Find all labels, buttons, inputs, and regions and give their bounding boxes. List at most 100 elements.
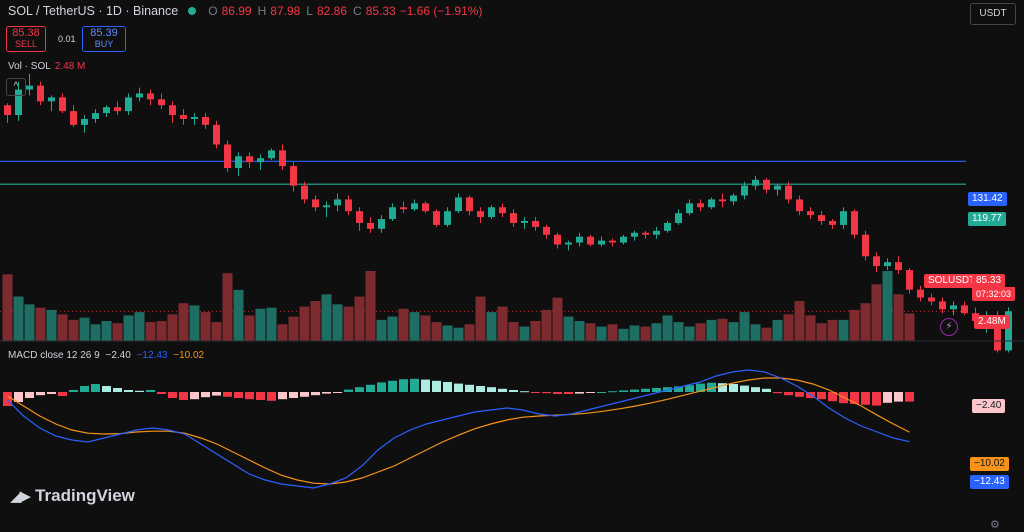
volume-bar (794, 301, 805, 341)
volume-bar (750, 324, 761, 341)
candle (180, 109, 187, 125)
candle-body (961, 305, 968, 314)
candle (422, 201, 429, 214)
candle-body (598, 240, 605, 245)
candle (4, 103, 11, 123)
candle-body (70, 111, 77, 125)
candle (213, 120, 220, 149)
currency-button[interactable]: USDT (970, 3, 1016, 25)
candle (15, 81, 22, 121)
candle-body (411, 203, 418, 210)
macd-legend-label: MACD close 12 26 9 (8, 350, 100, 361)
candle-body (400, 207, 407, 210)
macd-legend[interactable]: MACD close 12 26 9 −2.40 −12.43 −10.02 (8, 350, 204, 361)
volume-bar (475, 296, 486, 341)
candle (268, 148, 275, 161)
candle-body (191, 117, 198, 119)
macd-histogram-bar (179, 392, 188, 400)
macd-histogram-bar (652, 388, 661, 392)
candle (169, 101, 176, 123)
volume-bar (409, 312, 420, 341)
candle-body (92, 113, 99, 119)
gear-icon[interactable]: ⚙ (990, 519, 1000, 531)
symbol-title[interactable]: SOL / TetherUS · 1D · Binance (8, 4, 179, 18)
candle (224, 140, 231, 172)
lightning-icon[interactable]: ⚡ (940, 318, 958, 336)
candle (147, 89, 154, 106)
candle (620, 234, 627, 245)
candle-body (994, 317, 1001, 351)
volume-bar (497, 306, 508, 341)
collapse-legend-button[interactable]: ^ (6, 78, 26, 96)
macd-signal-line (7, 377, 910, 485)
candle (873, 252, 880, 272)
macd-histogram-bar (696, 383, 705, 392)
macd-histogram-bar (553, 392, 562, 394)
candle-body (444, 211, 451, 225)
candle-body (543, 226, 550, 235)
candle-body (477, 211, 484, 218)
candle-body (664, 222, 671, 231)
symbol-tag: SOLUSDT (924, 274, 980, 288)
candle-body (59, 97, 66, 112)
candle-body (818, 215, 825, 221)
candle-body (158, 99, 165, 106)
volume-bar (112, 323, 123, 341)
tradingview-logo[interactable]: ◢▶ TradingView (10, 486, 135, 506)
candle (895, 256, 902, 274)
macd-histogram-bar (69, 390, 78, 392)
volume-bar (156, 321, 167, 341)
candle (631, 230, 638, 241)
macd-histogram-bar (751, 387, 760, 392)
candle-body (554, 234, 561, 245)
candle-body (796, 199, 803, 212)
level-lower-tag: 119.77 (968, 212, 1006, 226)
candle-body (730, 195, 737, 202)
candle (488, 205, 495, 220)
candle-body (15, 89, 22, 116)
level-upper-tag: 131.42 (968, 192, 1007, 206)
candle (939, 297, 946, 314)
macd-histogram-bar (795, 392, 804, 397)
close-label: C (353, 4, 362, 18)
candle-body (180, 115, 187, 119)
volume-bar (882, 271, 893, 341)
candle-body (675, 213, 682, 223)
volume-bar (167, 314, 178, 341)
macd-legend-signal: −10.02 (173, 350, 205, 361)
candle (675, 209, 682, 225)
volume-legend-label: Vol · SOL (8, 61, 51, 72)
volume-bar (178, 303, 189, 341)
open-value: 86.99 (221, 4, 252, 18)
candle-body (114, 107, 121, 112)
candle-body (466, 197, 473, 212)
candle (433, 209, 440, 227)
candle-body (510, 213, 517, 223)
volume-bar (519, 326, 530, 341)
macd-histogram-bar (729, 384, 738, 392)
buy-button[interactable]: 85.39 BUY (82, 26, 126, 52)
volume-legend[interactable]: Vol · SOL 2.48 M (8, 61, 85, 72)
candle (532, 217, 539, 231)
volume-bar (354, 296, 365, 341)
candle-body (378, 219, 385, 229)
macd-histogram-bar (124, 390, 133, 392)
candle-body (499, 207, 506, 214)
sell-button[interactable]: 85.38 SELL (6, 26, 46, 52)
candle (719, 193, 726, 208)
candle-body (268, 150, 275, 159)
candle-body (532, 220, 539, 227)
volume-bar (299, 306, 310, 341)
candle (191, 113, 198, 125)
volume-bar (717, 318, 728, 341)
candle (730, 193, 737, 206)
volume-bar (233, 289, 244, 341)
candle (455, 193, 462, 214)
macd-histogram-bar (300, 392, 309, 397)
volume-legend-value: 2.48 M (54, 61, 86, 72)
volume-bar (365, 271, 376, 341)
candle-body (455, 197, 462, 212)
candle-body (785, 185, 792, 200)
candle (389, 203, 396, 221)
